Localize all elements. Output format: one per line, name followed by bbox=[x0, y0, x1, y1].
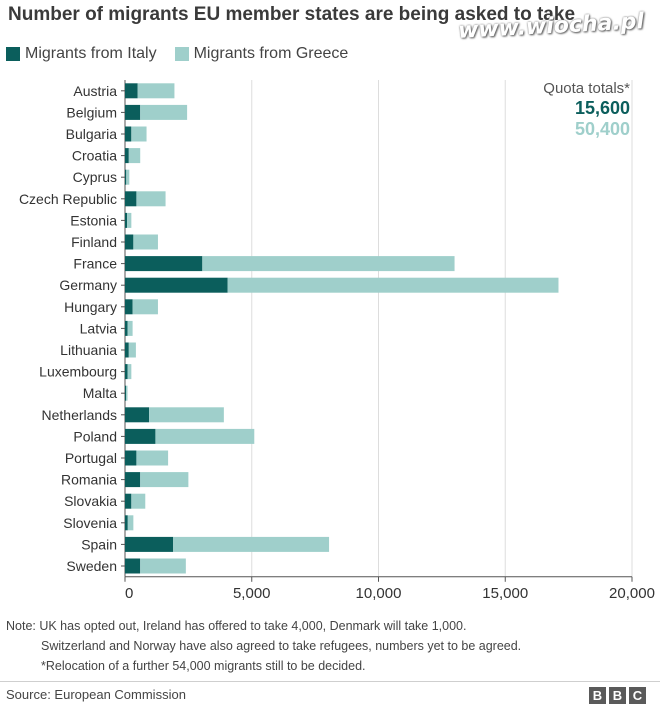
category-label-cyprus: Cyprus bbox=[73, 169, 117, 185]
legend: Migrants from Italy Migrants from Greece bbox=[6, 45, 366, 63]
notes: Note: UK has opted out, Ireland has offe… bbox=[6, 616, 521, 676]
bar-greece-sweden bbox=[140, 558, 186, 574]
category-label-portugal: Portugal bbox=[65, 450, 117, 466]
category-label-czech-republic: Czech Republic bbox=[19, 191, 117, 207]
category-label-spain: Spain bbox=[81, 536, 117, 552]
category-label-france: France bbox=[73, 256, 117, 272]
bar-italy-germany bbox=[125, 277, 228, 293]
bar-italy-malta bbox=[125, 385, 127, 401]
legend-swatch-italy bbox=[6, 47, 20, 61]
bar-greece-spain bbox=[173, 536, 330, 552]
bar-italy-hungary bbox=[125, 299, 133, 315]
category-label-latvia: Latvia bbox=[80, 320, 118, 336]
bar-italy-czech-republic bbox=[125, 191, 137, 207]
legend-label-greece: Migrants from Greece bbox=[193, 45, 349, 62]
category-label-luxembourg: Luxembourg bbox=[39, 364, 117, 380]
x-tick-label-10000: 10,000 bbox=[356, 585, 402, 602]
bar-italy-portugal bbox=[125, 450, 137, 466]
note-line-2: Switzerland and Norway have also agreed … bbox=[41, 639, 522, 653]
bar-greece-finland bbox=[133, 234, 158, 250]
bar-italy-netherlands bbox=[125, 407, 150, 423]
bar-greece-bulgaria bbox=[131, 126, 147, 142]
bar-greece-portugal bbox=[136, 450, 169, 466]
category-label-croatia: Croatia bbox=[72, 148, 117, 164]
source-text: Source: European Commission bbox=[6, 687, 186, 702]
bar-italy-romania bbox=[125, 472, 141, 488]
bar-italy-luxembourg bbox=[125, 364, 128, 380]
x-tick-label-5000: 5,000 bbox=[233, 585, 271, 602]
bar-greece-malta bbox=[126, 385, 128, 401]
x-tick-label-0: 0 bbox=[125, 585, 133, 602]
note-line-3: *Relocation of a further 54,000 migrants… bbox=[41, 659, 366, 673]
category-label-lithuania: Lithuania bbox=[60, 342, 117, 358]
category-label-hungary: Hungary bbox=[64, 299, 117, 315]
footer-divider bbox=[0, 681, 660, 682]
bar-greece-germany bbox=[227, 277, 559, 293]
bar-greece-cyprus bbox=[126, 169, 130, 185]
category-label-finland: Finland bbox=[71, 234, 117, 250]
logo-letter-c: C bbox=[629, 687, 646, 704]
bar-greece-romania bbox=[140, 472, 189, 488]
bar-italy-finland bbox=[125, 234, 134, 250]
bar-greece-slovenia bbox=[127, 515, 134, 531]
bar-italy-bulgaria bbox=[125, 126, 132, 142]
category-label-austria: Austria bbox=[73, 83, 117, 99]
bar-greece-netherlands bbox=[149, 407, 224, 423]
quota-totals: Quota totals* 15,600 50,400 bbox=[543, 79, 630, 140]
chart-title: Number of migrants EU member states are … bbox=[8, 4, 576, 25]
quota-italy-total: 15,600 bbox=[574, 98, 630, 118]
bar-italy-france bbox=[125, 256, 203, 272]
category-label-poland: Poland bbox=[73, 428, 117, 444]
category-label-belgium: Belgium bbox=[66, 104, 117, 120]
bar-italy-sweden bbox=[125, 558, 141, 574]
bar-greece-lithuania bbox=[128, 342, 136, 358]
x-tick-label-20000: 20,000 bbox=[609, 585, 655, 602]
bar-greece-france bbox=[202, 256, 455, 272]
legend-label-italy: Migrants from Italy bbox=[25, 45, 157, 62]
bar-italy-latvia bbox=[125, 320, 128, 336]
bar-greece-croatia bbox=[128, 148, 141, 164]
bar-greece-luxembourg bbox=[127, 364, 132, 380]
bar-italy-croatia bbox=[125, 148, 129, 164]
category-label-germany: Germany bbox=[59, 277, 117, 293]
bar-italy-poland bbox=[125, 428, 156, 444]
bar-italy-lithuania bbox=[125, 342, 129, 358]
category-label-bulgaria: Bulgaria bbox=[66, 126, 118, 142]
logo-letter-b1: B bbox=[589, 687, 606, 704]
category-label-romania: Romania bbox=[61, 472, 117, 488]
bar-italy-cyprus bbox=[125, 169, 127, 185]
bar-greece-poland bbox=[155, 428, 255, 444]
quota-greece-total: 50,400 bbox=[574, 119, 630, 139]
bar-greece-belgium bbox=[140, 104, 188, 120]
bar-italy-austria bbox=[125, 83, 138, 99]
bar-greece-czech-republic bbox=[136, 191, 166, 207]
bar-greece-estonia bbox=[127, 212, 132, 228]
quota-label: Quota totals* bbox=[543, 80, 630, 97]
logo-letter-b2: B bbox=[609, 687, 626, 704]
category-label-slovakia: Slovakia bbox=[64, 493, 117, 509]
category-label-sweden: Sweden bbox=[66, 558, 117, 574]
category-label-estonia: Estonia bbox=[70, 212, 117, 228]
bar-italy-estonia bbox=[125, 212, 128, 228]
bbc-logo: B B C bbox=[586, 687, 646, 704]
bar-italy-slovakia bbox=[125, 493, 132, 509]
bar-greece-austria bbox=[137, 83, 175, 99]
x-tick-label-15000: 15,000 bbox=[482, 585, 528, 602]
category-label-netherlands: Netherlands bbox=[42, 407, 118, 423]
bar-greece-latvia bbox=[127, 320, 133, 336]
bar-italy-belgium bbox=[125, 104, 141, 120]
bar-chart: 0 5,000 10,000 15,000 20,000 Austria Belgium Bu… bbox=[19, 80, 655, 602]
category-label-slovenia: Slovenia bbox=[63, 515, 117, 531]
legend-item-italy: Migrants from Italy bbox=[6, 45, 157, 63]
note-line-1: Note: UK has opted out, Ireland has offe… bbox=[6, 619, 467, 633]
legend-swatch-greece bbox=[174, 47, 189, 61]
category-label-malta: Malta bbox=[83, 385, 117, 401]
bar-italy-slovenia bbox=[125, 515, 128, 531]
legend-item-greece: Migrants from Greece bbox=[174, 45, 349, 63]
bar-greece-slovakia bbox=[131, 493, 146, 509]
bar-italy-spain bbox=[125, 536, 174, 552]
bar-greece-hungary bbox=[132, 299, 158, 315]
